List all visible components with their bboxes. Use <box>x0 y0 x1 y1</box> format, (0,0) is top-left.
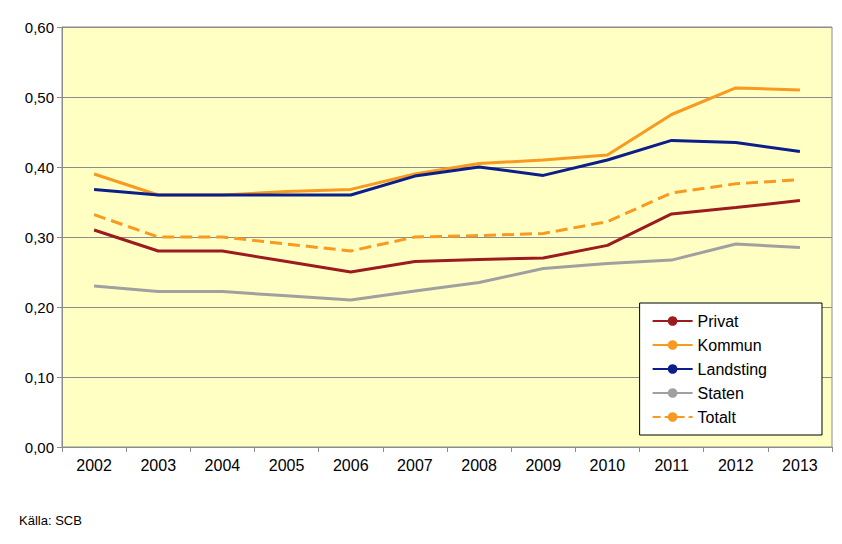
svg-text:2010: 2010 <box>590 457 626 474</box>
svg-text:Totalt: Totalt <box>698 409 737 426</box>
svg-text:2013: 2013 <box>782 457 818 474</box>
svg-text:Kommun: Kommun <box>698 337 762 354</box>
svg-text:2004: 2004 <box>205 457 241 474</box>
svg-text:0,60: 0,60 <box>25 19 54 36</box>
svg-text:Källa: SCB: Källa: SCB <box>19 513 82 528</box>
svg-text:2003: 2003 <box>140 457 176 474</box>
svg-text:0,00: 0,00 <box>25 439 54 456</box>
svg-text:Staten: Staten <box>698 385 744 402</box>
svg-text:0,30: 0,30 <box>25 229 54 246</box>
svg-text:2011: 2011 <box>654 457 689 474</box>
svg-text:2012: 2012 <box>718 457 754 474</box>
svg-text:2002: 2002 <box>76 457 112 474</box>
svg-text:Landsting: Landsting <box>698 361 767 378</box>
svg-text:0,20: 0,20 <box>25 299 54 316</box>
svg-text:0,10: 0,10 <box>25 369 54 386</box>
svg-text:0,50: 0,50 <box>25 89 54 106</box>
svg-text:2005: 2005 <box>269 457 305 474</box>
svg-text:2008: 2008 <box>461 457 497 474</box>
svg-text:0,40: 0,40 <box>25 159 54 176</box>
svg-text:2006: 2006 <box>333 457 369 474</box>
svg-text:2009: 2009 <box>525 457 561 474</box>
svg-text:2007: 2007 <box>397 457 433 474</box>
svg-text:Privat: Privat <box>698 313 739 330</box>
